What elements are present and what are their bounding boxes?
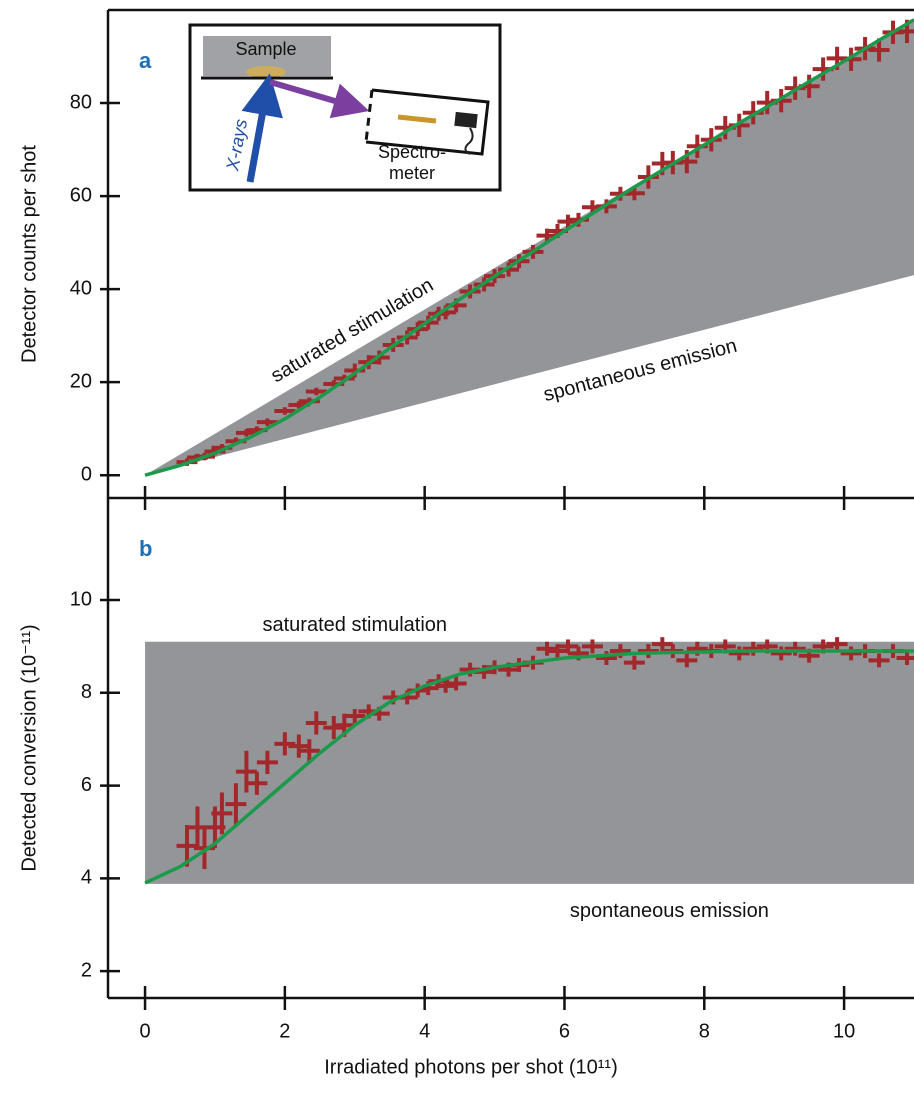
x-tick-label: 8 — [699, 1020, 710, 1042]
crystal — [397, 114, 437, 124]
beam-spot — [246, 66, 286, 78]
y-tick-label: 6 — [81, 774, 92, 796]
bound-region — [145, 641, 914, 884]
y-tick-label: 2 — [81, 959, 92, 981]
xray-arrow — [241, 73, 283, 183]
panel — [144, 637, 914, 885]
inset-label: Sample — [235, 39, 296, 59]
spectrometer-window — [364, 89, 374, 143]
x-tick-label: 6 — [559, 1020, 570, 1042]
inset: Sample X-rays Spectro- meter — [188, 23, 502, 192]
inset-label: meter — [389, 163, 435, 183]
y-tick-label: 0 — [81, 463, 92, 485]
y-tick-label: 8 — [81, 681, 92, 703]
frame — [106, 8, 914, 1000]
panel-label: a — [139, 48, 152, 73]
x-tick-label: 4 — [419, 1020, 430, 1042]
emission-arrow — [269, 79, 370, 119]
y-tick-label: 4 — [81, 867, 92, 889]
annotation: saturated stimulation — [262, 614, 447, 636]
y-tick-label: 40 — [70, 277, 92, 299]
y-tick-label: 60 — [70, 184, 92, 206]
y-tick-label: 10 — [70, 588, 92, 610]
camera — [454, 111, 478, 129]
x-tick-label: 0 — [139, 1020, 150, 1042]
y-axis-title: Detected conversion (10⁻¹¹) — [18, 624, 40, 871]
fit-line — [144, 18, 914, 477]
x-tick-label: 2 — [279, 1020, 290, 1042]
inset-label: Spectro- — [378, 142, 446, 162]
x-tick-label: 10 — [833, 1020, 855, 1042]
annotation: spontaneous emission — [570, 900, 769, 922]
x-axis-title: Irradiated photons per shot (10¹¹) — [324, 1056, 618, 1078]
cable — [464, 127, 474, 155]
panel — [144, 18, 914, 477]
y-axis-title: Detector counts per shot — [18, 145, 40, 363]
y-tick-label: 80 — [70, 91, 92, 113]
panel-label: b — [139, 536, 152, 561]
spectrometer — [365, 88, 490, 156]
fit-line — [144, 649, 914, 885]
y-tick-label: 20 — [70, 370, 92, 392]
